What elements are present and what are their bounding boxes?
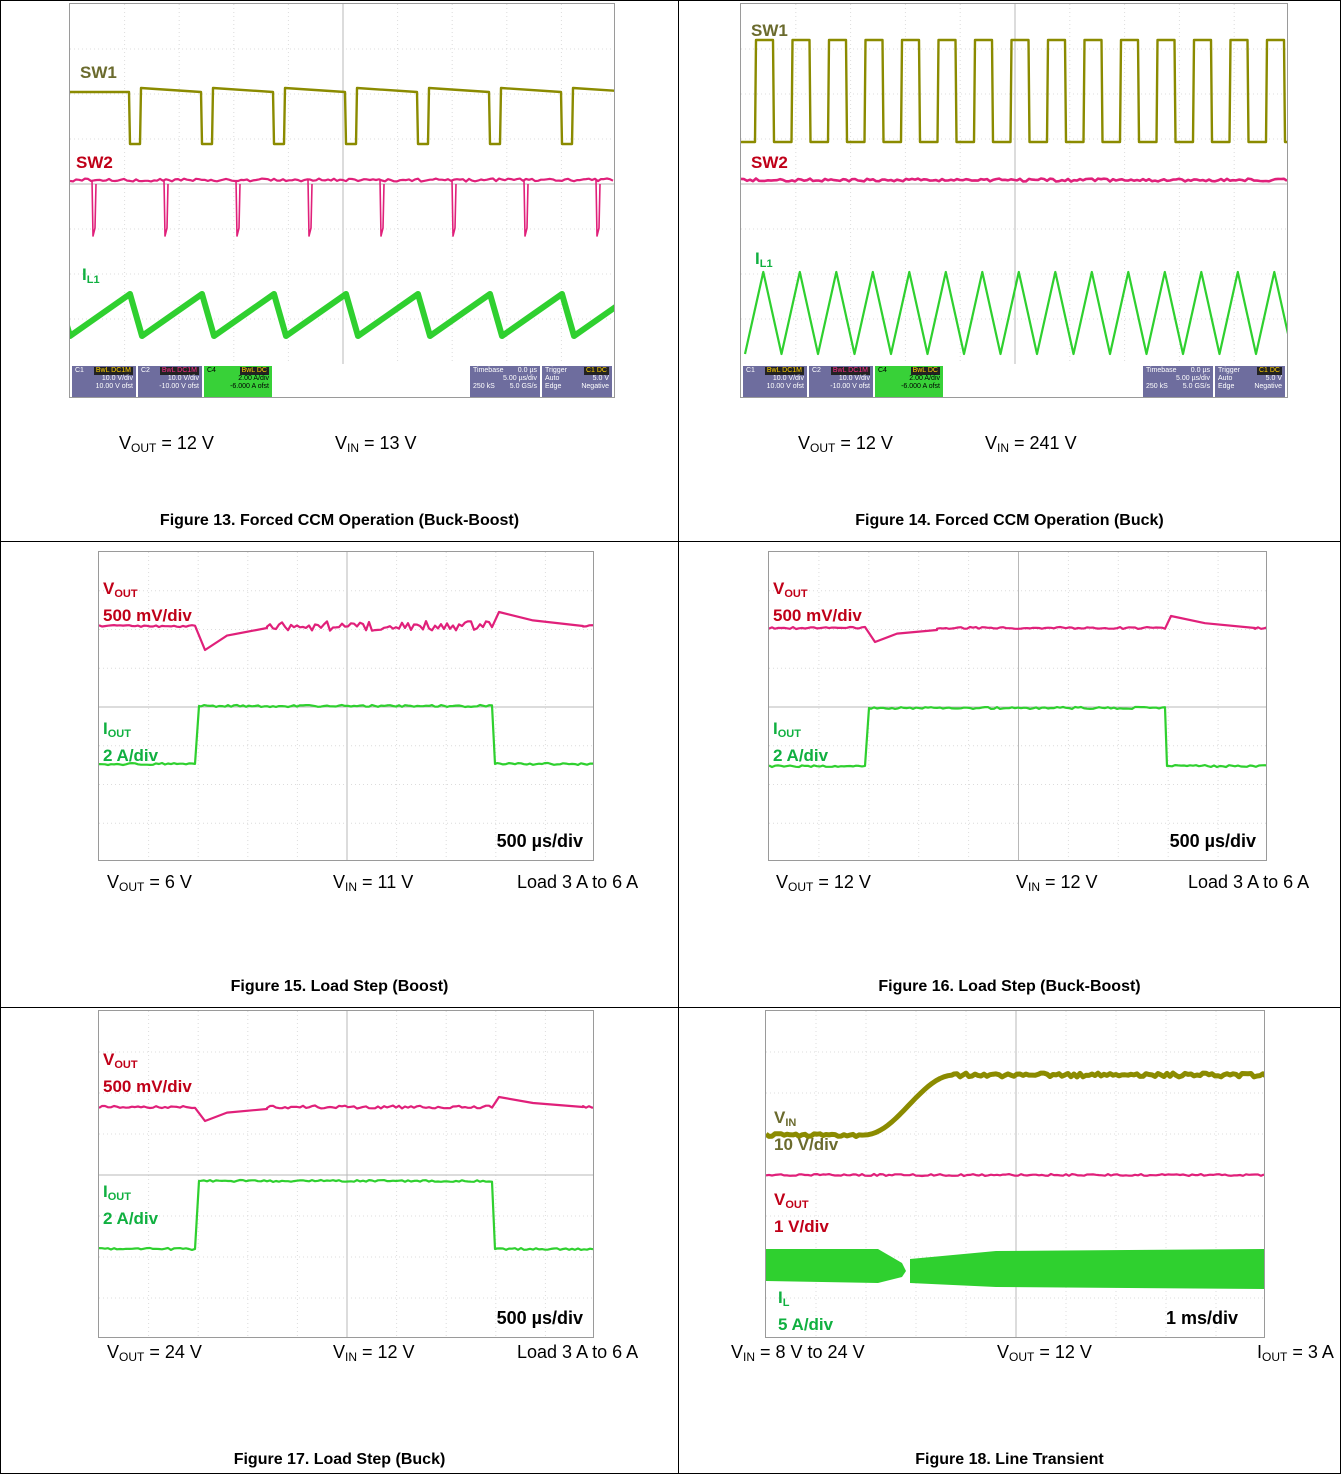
info-c2: C2 BwL DC1M 10.0 V/div -10.00 V ofst	[138, 366, 202, 398]
scope-figure-13: SW1 SW2 IL1 C1 BwL DC1M 10.0 V/div 10.00 V…	[69, 3, 615, 398]
condition-vin: VIN = 241 V	[985, 433, 1077, 455]
condition-vin: VIN = 12 V	[1016, 872, 1098, 894]
figure-caption: Figure 16. Load Step (Buck-Boost)	[679, 978, 1340, 996]
time-per-div: 500 µs/div	[497, 831, 583, 852]
label-il: IL 5 A/div	[778, 1287, 833, 1335]
figure-18-cell: VIN 10 V/div VOUT 1 V/div IL 5 A/div 1 ms/d…	[679, 1008, 1341, 1474]
condition-vout: VOUT = 12 V	[119, 433, 214, 455]
trace-sw2-spike	[236, 180, 240, 236]
trace-iout	[99, 1180, 593, 1250]
info-c4: C4 BwL DC 2.00 A/div -6.000 A ofst	[204, 366, 272, 398]
trace-sw2	[741, 179, 1287, 182]
info-c2: C2 BwL DC1M 10.0 V/div -10.00 V ofst	[809, 366, 873, 398]
info-trigger: Trigger C1 DC Auto 5.0 V Edge Negative	[542, 366, 612, 398]
condition-vin: VIN = 11 V	[333, 872, 413, 894]
figure-caption: Figure 18. Line Transient	[679, 1451, 1340, 1469]
info-timebase: Timebase 0.0 µs 5.00 µs/div 250 kS 5.0 GS/…	[1143, 366, 1213, 398]
scope-figure-15: VOUT 500 mV/div IOUT 2 A/div 500 µs/div	[98, 551, 594, 861]
scope-traces	[70, 4, 615, 398]
label-sw1: SW1	[80, 62, 117, 83]
condition-iout: IOUT = 3 A	[1257, 1342, 1334, 1364]
condition-vout: VOUT = 12 V	[776, 872, 871, 894]
info-timebase: Timebase 0.0 µs 5.00 µs/div 250 kS 5.0 GS/…	[470, 366, 540, 398]
figure-15-cell: VOUT 500 mV/div IOUT 2 A/div 500 µs/div VO…	[0, 542, 679, 1008]
scope-traces	[741, 4, 1288, 398]
condition-vin: VIN = 8 V to 24 V	[731, 1342, 865, 1364]
condition-vout: VOUT = 24 V	[107, 1342, 202, 1364]
label-il1: IL1	[82, 264, 100, 291]
figure-14-cell: SW1 SW2 IL1 C1 BwL DC1M 10.0 V/div 10.00 V…	[679, 0, 1341, 542]
time-per-div: 1 ms/div	[1166, 1308, 1238, 1329]
label-vout: VOUT 1 V/div	[774, 1189, 829, 1237]
condition-vin: VIN = 12 V	[333, 1342, 415, 1364]
figure-caption: Figure 14. Forced CCM Operation (Buck)	[679, 512, 1340, 530]
figure-13-cell: SW1 SW2 IL1 C1 BwL DC1M 10.0 V/div 10.00 V…	[0, 0, 679, 542]
scope-figure-18: VIN 10 V/div VOUT 1 V/div IL 5 A/div 1 ms/d…	[765, 1010, 1265, 1338]
label-sw2: SW2	[751, 152, 788, 173]
condition-vout: VOUT = 6 V	[107, 872, 192, 894]
condition-load: Load 3 A to 6 A	[517, 1342, 638, 1363]
label-vout: VOUT 500 mV/div	[773, 578, 862, 626]
trace-il-transition	[902, 1263, 906, 1277]
time-per-div: 500 µs/div	[497, 1308, 583, 1329]
info-c1: C1 BwL DC1M 10.0 V/div 10.00 V ofst	[72, 366, 136, 398]
label-vin: VIN 10 V/div	[774, 1107, 838, 1155]
label-iout: IOUT 2 A/div	[103, 1181, 158, 1229]
trace-sw2-spike	[308, 180, 312, 236]
scope-figure-16: VOUT 500 mV/div IOUT 2 A/div 500 µs/div	[768, 551, 1267, 861]
figure-caption: Figure 13. Forced CCM Operation (Buck-Bo…	[1, 512, 678, 530]
scope-traces	[766, 1011, 1265, 1338]
trace-sw2-spike	[524, 180, 528, 236]
condition-vout: VOUT = 12 V	[997, 1342, 1092, 1364]
condition-load: Load 3 A to 6 A	[1188, 872, 1309, 893]
trace-vout	[766, 1174, 1264, 1176]
trace-sw2-spike	[164, 180, 168, 236]
label-vout: VOUT 500 mV/div	[103, 1049, 192, 1097]
label-il1: IL1	[755, 248, 773, 275]
trace-iout	[99, 705, 593, 765]
trace-sw2-spike	[452, 180, 456, 236]
label-sw1: SW1	[751, 20, 788, 41]
trace-il1	[745, 272, 1288, 354]
label-iout: IOUT 2 A/div	[773, 718, 828, 766]
figure-17-cell: VOUT 500 mV/div IOUT 2 A/div 500 µs/div VO…	[0, 1008, 679, 1474]
label-iout: IOUT 2 A/div	[103, 718, 158, 766]
info-c1: C1 BwL DC1M 10.0 V/div 10.00 V ofst	[743, 366, 807, 398]
condition-vin: VIN = 13 V	[335, 433, 417, 455]
figure-16-cell: VOUT 500 mV/div IOUT 2 A/div 500 µs/div VO…	[679, 542, 1341, 1008]
info-c4: C4 BwL DC 2.00 A/div -6.000 A ofst	[875, 366, 943, 398]
condition-load: Load 3 A to 6 A	[517, 872, 638, 893]
label-vout: VOUT 500 mV/div	[103, 578, 192, 626]
scope-figure-14: SW1 SW2 IL1 C1 BwL DC1M 10.0 V/div 10.00 V…	[740, 3, 1288, 398]
time-per-div: 500 µs/div	[1170, 831, 1256, 852]
trace-il-before	[766, 1249, 902, 1283]
info-trigger: Trigger C1 DC Auto 5.0 V Edge Negative	[1215, 366, 1285, 398]
figure-caption: Figure 15. Load Step (Boost)	[1, 978, 678, 996]
trace-sw2	[70, 179, 613, 182]
trace-il-after	[910, 1249, 1265, 1289]
trace-sw2-spike	[92, 180, 96, 236]
scope-figure-17: VOUT 500 mV/div IOUT 2 A/div 500 µs/div	[98, 1010, 594, 1338]
figure-caption: Figure 17. Load Step (Buck)	[1, 1451, 678, 1469]
condition-vout: VOUT = 12 V	[798, 433, 893, 455]
trace-sw2-spike	[596, 180, 600, 236]
trace-sw2-spike	[380, 180, 384, 236]
label-sw2: SW2	[76, 152, 113, 173]
